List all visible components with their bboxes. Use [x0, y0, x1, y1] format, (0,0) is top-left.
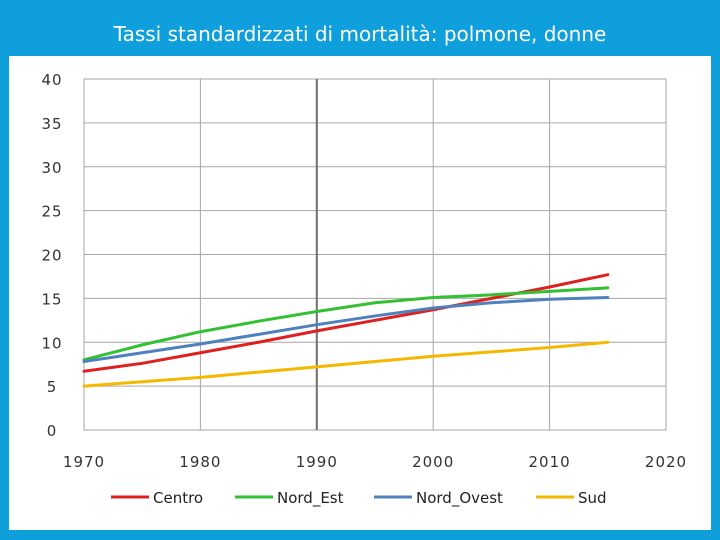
- y-tick-label: 10: [41, 334, 62, 352]
- legend: Centro Nord_Est Nord_Ovest Sud: [111, 489, 607, 508]
- x-tick-label: 2020: [645, 453, 687, 471]
- x-tick-label: 2000: [412, 453, 454, 471]
- series-line-nord-est: [82, 286, 610, 362]
- y-tick-label: 35: [41, 115, 62, 133]
- y-tick-label: 0: [47, 422, 58, 440]
- x-tick-label: 1980: [179, 453, 221, 471]
- y-tick-label: 5: [47, 378, 58, 396]
- y-tick-label: 15: [41, 290, 62, 308]
- chart-panel: 0 5 10 15 20 25 30 35 40 1970 1980 1990 2000 2010 202…: [9, 56, 711, 530]
- legend-label: Nord_Ovest: [416, 489, 503, 508]
- x-axis-ticks: 1970 1980 1990 2000 2010 2020: [63, 453, 687, 471]
- grid: [83, 78, 667, 431]
- x-tick-label: 1990: [296, 453, 338, 471]
- x-tick-label: 1970: [63, 453, 105, 471]
- y-tick-label: 20: [41, 247, 62, 265]
- series-line-sud: [82, 340, 610, 388]
- slide-title: Tassi standardizzati di mortalità: polmo…: [113, 22, 607, 46]
- legend-label: Centro: [153, 489, 203, 507]
- x-tick-label: 2010: [529, 453, 571, 471]
- line-chart: 0 5 10 15 20 25 30 35 40 1970 1980 1990 2000 2010 202…: [41, 71, 687, 508]
- series-line-nord-ovest: [82, 295, 610, 364]
- series-lines: [82, 273, 610, 388]
- y-axis-ticks: 0 5 10 15 20 25 30 35 40: [41, 71, 62, 440]
- y-tick-label: 30: [41, 159, 62, 177]
- legend-label: Nord_Est: [277, 489, 344, 508]
- y-tick-label: 40: [41, 71, 62, 89]
- y-tick-label: 25: [41, 203, 62, 221]
- legend-label: Sud: [578, 489, 607, 507]
